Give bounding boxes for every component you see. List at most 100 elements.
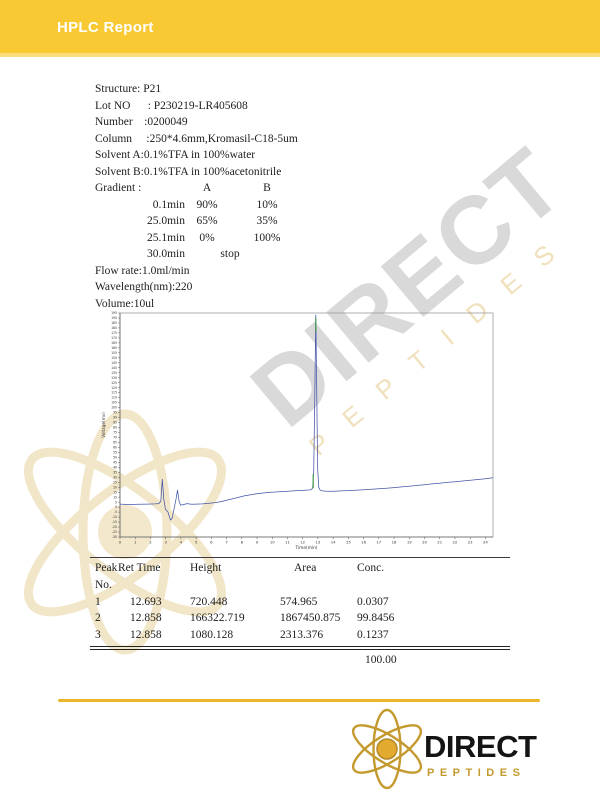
y-tick-label: 120 (111, 386, 117, 390)
gradient-row: 25.0min 65% 35% (95, 213, 305, 230)
report-info: Structure: P21 Lot NO : P230219-LR405608… (95, 81, 305, 312)
height: 720.448 (190, 595, 228, 608)
y-tick-label: 175 (111, 331, 117, 335)
x-tick-label: 8 (241, 540, 244, 545)
gradient-col-b: B (263, 182, 271, 194)
gradient-a-value: 65% (196, 215, 218, 227)
x-tick-label: 14 (331, 540, 336, 545)
x-tick-label: 7 (225, 540, 228, 545)
gradient-row-stop: 30.0min stop (95, 246, 305, 263)
info-solvent-b: Solvent B:0.1%TFA in 100%acetonitrile (95, 165, 282, 178)
y-tick-label: 65 (113, 441, 117, 445)
x-tick-label: 5 (195, 540, 198, 545)
conc: 0.1237 (357, 629, 389, 642)
y-tick-label: 55 (113, 450, 117, 454)
gradient-time: 25.1min (146, 231, 185, 244)
y-tick-label: 155 (111, 351, 117, 355)
x-tick-label: 21 (437, 540, 442, 545)
ret-time: 12.693 (130, 595, 162, 608)
ret-time: 12.858 (130, 612, 162, 625)
y-tick-label: 75 (113, 431, 117, 435)
peak-table-bottom-rule (90, 645, 510, 651)
y-axis-title: Voltage(mv) (101, 412, 106, 438)
x-axis-title: Time(min) (295, 545, 318, 551)
gradient-time: 0.1min (152, 198, 185, 211)
y-tick-label: 85 (113, 421, 117, 425)
gradient-time: 30.0min (146, 248, 185, 260)
y-tick-label: 80 (113, 426, 117, 430)
gradient-header-row: Gradient : A B (95, 180, 305, 197)
x-tick-label: 13 (315, 540, 320, 545)
x-tick-label: 10 (270, 540, 275, 545)
y-tick-label: 30 (113, 475, 117, 479)
peak-table: Peak No. Ret Time Height Area Conc. 1 12… (90, 557, 510, 667)
y-tick-label: 115 (111, 391, 117, 395)
y-tick-label: 105 (111, 401, 117, 405)
y-tick-label: -20 (112, 525, 117, 529)
x-tick-label: 19 (407, 540, 412, 545)
height: 1080.128 (190, 629, 234, 642)
height: 166322.719 (190, 612, 245, 625)
info-flow-rate: Flow rate:1.0ml/min (95, 264, 190, 277)
y-tick-label: 130 (111, 376, 117, 380)
header-bar: HPLC Report (0, 0, 600, 57)
y-tick-label: 165 (111, 341, 117, 345)
y-tick-label: 190 (111, 316, 117, 320)
y-tick-label: 180 (111, 326, 117, 330)
x-tick-label: 16 (361, 540, 366, 545)
gradient-col-a: A (202, 182, 212, 194)
footer-divider (58, 699, 540, 702)
y-tick-label: 90 (113, 416, 117, 420)
gradient-a-value: 0% (199, 231, 215, 244)
y-tick-label: 50 (113, 455, 117, 459)
gradient-b-value: 10% (256, 198, 278, 211)
page-title: HPLC Report (57, 19, 154, 36)
info-column: Column :250*4.6mm,Kromasil-C18-5um (95, 132, 298, 145)
gradient-time: 25.0min (146, 215, 185, 227)
y-tick-label: 0 (115, 505, 117, 509)
y-tick-label: 35 (113, 470, 117, 474)
y-tick-label: 15 (113, 490, 117, 494)
x-tick-label: 3 (164, 540, 167, 545)
gradient-row: 0.1min 90% 10% (95, 197, 305, 214)
x-tick-label: 11 (285, 540, 290, 545)
logo-peptides-text: PEPTIDES (427, 767, 526, 779)
y-tick-label: 60 (113, 446, 117, 450)
info-structure: Structure: P21 (95, 83, 162, 95)
atom-logo-icon (352, 708, 422, 790)
col-peak-no: Peak No. (95, 562, 118, 591)
ret-time: 12.858 (130, 629, 162, 642)
conc: 99.8456 (357, 612, 395, 625)
x-tick-label: 6 (210, 540, 213, 545)
y-tick-label: 25 (113, 480, 117, 484)
y-tick-label: 70 (113, 436, 117, 440)
logo-direct-text: DIRECT (424, 729, 537, 764)
peak-table-total-row: 100.00 (90, 650, 510, 667)
y-tick-label: 5 (115, 500, 117, 504)
chromatogram-panel: 195 190 185 180 175 170 165 160 155 150 145 140 135 1… (98, 306, 502, 563)
x-tick-label: 4 (180, 540, 183, 545)
y-tick-label: -30 (112, 535, 117, 539)
y-tick-label: 10 (113, 495, 117, 499)
area: 574.965 (280, 595, 318, 608)
chromatogram-svg: 1951901851801751701651601551501451401351… (101, 311, 494, 551)
peak-table-row: 2 12.858 166322.719 1867450.875 99.8456 (90, 610, 510, 627)
y-tick-label: 185 (111, 321, 117, 325)
header-bar-edge (0, 53, 600, 57)
info-number: Number :0200049 (95, 116, 188, 128)
y-tick-label: -25 (112, 530, 117, 534)
info-lot-no: Lot NO : P230219-LR405608 (95, 99, 248, 112)
y-tick-label: 135 (111, 371, 117, 375)
y-tick-label: 150 (111, 356, 117, 360)
col-height: Height (190, 562, 222, 574)
y-tick-label: 160 (111, 346, 117, 350)
peak-no: 2 (95, 612, 101, 625)
peak-no: 3 (95, 629, 101, 642)
col-conc: Conc. (357, 562, 385, 574)
info-solvent-a: Solvent A:0.1%TFA in 100%water (95, 149, 256, 161)
y-tick-label: 125 (111, 381, 117, 385)
y-tick-label: 20 (113, 485, 117, 489)
x-tick-label: 2 (149, 540, 152, 545)
gradient-a-value: 90% (196, 198, 218, 211)
peak-table-header-row: Peak No. Ret Time Height Area Conc. (90, 560, 510, 594)
